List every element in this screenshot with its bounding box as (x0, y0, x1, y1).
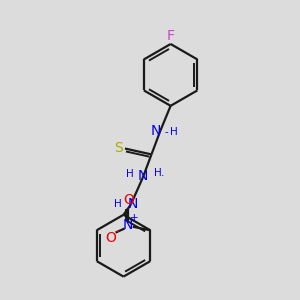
Text: N: N (138, 169, 148, 183)
Text: H: H (170, 127, 177, 137)
Text: H: H (114, 200, 122, 209)
Text: O: O (105, 232, 116, 245)
Text: +: + (130, 214, 139, 224)
Text: F: F (167, 29, 175, 43)
Text: N: N (151, 124, 161, 138)
Text: S: S (114, 141, 123, 155)
Text: H: H (125, 169, 133, 179)
Text: -: - (116, 226, 119, 236)
Text: N: N (127, 197, 137, 212)
Text: N: N (123, 218, 134, 232)
Text: H: H (154, 168, 162, 178)
Text: -: - (165, 127, 169, 137)
Text: O: O (123, 193, 134, 207)
Text: .: . (161, 168, 164, 178)
